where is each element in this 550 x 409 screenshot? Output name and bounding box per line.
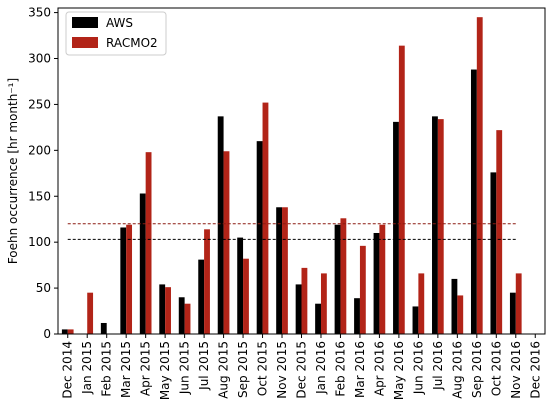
x-tick-label: Dec 2014 <box>61 341 75 399</box>
bar-aws-11 <box>276 207 283 334</box>
x-tick-label: May 2015 <box>158 341 172 400</box>
bar-racmo2-12 <box>301 267 308 334</box>
bar-aws-3 <box>120 227 127 334</box>
x-tick-label: Mar 2016 <box>353 341 367 398</box>
bar-aws-23 <box>509 292 516 334</box>
x-tick-label: Jul 2015 <box>197 341 211 391</box>
x-tick-label: Aug 2015 <box>217 341 231 399</box>
bar-racmo2-11 <box>282 207 288 334</box>
y-axis: 0 50 100 150 200 250 300 350 <box>28 6 58 341</box>
x-axis: Dec 2014 Jan 2015 Feb 2015 Mar 2015 Apr 2015… <box>61 334 542 400</box>
bar-aws-13 <box>315 303 321 334</box>
bar-aws-17 <box>393 121 399 335</box>
bar-aws-21 <box>470 69 477 334</box>
bar-aws-14 <box>334 224 341 334</box>
y-tick-label: 50 <box>36 281 51 295</box>
bar-racmo2-13 <box>320 273 327 334</box>
x-tick-label: Feb 2016 <box>333 341 347 397</box>
bar-racmo2-22 <box>496 130 503 334</box>
bar-racmo2-23 <box>515 273 522 334</box>
y-tick-label: 250 <box>28 97 51 111</box>
bar-aws-18 <box>412 306 419 334</box>
x-tick-label: Sep 2015 <box>236 341 250 398</box>
bar-aws-5 <box>159 284 166 334</box>
bar-racmo2-18 <box>418 273 425 334</box>
legend: AWS RACMO2 <box>65 11 167 56</box>
bar-aws-2 <box>100 322 107 334</box>
bar-racmo2-21 <box>476 17 483 335</box>
bar-racmo2-3 <box>126 224 133 334</box>
y-tick-label: 200 <box>28 143 51 157</box>
reference-lines-layer <box>67 223 516 240</box>
legend-swatch-aws <box>72 17 98 28</box>
bar-racmo2-9 <box>243 258 249 334</box>
x-tick-label: Apr 2015 <box>139 341 153 396</box>
x-tick-label: Jan 2015 <box>80 341 94 395</box>
bar-aws-8 <box>217 116 224 334</box>
y-tick-label: 100 <box>28 235 51 249</box>
x-tick-label: Apr 2016 <box>372 341 386 396</box>
x-tick-label: Dec 2015 <box>295 341 309 399</box>
x-tick-label: Dec 2016 <box>528 341 542 399</box>
y-tick-label: 300 <box>28 52 51 66</box>
bar-aws-15 <box>354 298 360 334</box>
bar-racmo2-1 <box>87 292 94 334</box>
bar-aws-4 <box>139 193 146 334</box>
bar-aws-10 <box>256 141 263 334</box>
x-tick-label: Jan 2016 <box>314 341 328 395</box>
x-tick-label: Aug 2016 <box>450 341 464 399</box>
bar-aws-19 <box>432 116 438 334</box>
x-tick-label: May 2016 <box>392 341 406 400</box>
bar-aws-12 <box>295 284 302 334</box>
x-tick-label: Oct 2016 <box>489 341 503 396</box>
bar-racmo2-8 <box>223 151 230 334</box>
bar-aws-7 <box>198 259 205 334</box>
x-tick-label: Oct 2015 <box>256 341 270 396</box>
bar-racmo2-7 <box>204 229 210 334</box>
bar-aws-22 <box>490 172 497 334</box>
bar-racmo2-15 <box>359 245 366 334</box>
y-tick-label: 150 <box>28 189 51 203</box>
x-tick-label: Jul 2016 <box>431 341 445 391</box>
x-tick-label: Sep 2016 <box>470 341 484 398</box>
x-tick-label: Jun 2015 <box>178 341 192 395</box>
bar-racmo2-19 <box>437 119 444 335</box>
x-tick-label: Nov 2015 <box>275 341 289 399</box>
bar-racmo2-0 <box>67 329 74 334</box>
bar-racmo2-14 <box>340 218 347 334</box>
bar-aws-6 <box>178 297 185 334</box>
bar-racmo2-5 <box>165 287 171 334</box>
bar-racmo2-6 <box>184 303 191 334</box>
legend-label-aws: AWS <box>106 16 133 30</box>
x-tick-label: Nov 2016 <box>509 341 523 399</box>
bar-aws-16 <box>373 232 380 334</box>
legend-label-racmo2: RACMO2 <box>106 36 158 50</box>
bar-racmo2-16 <box>379 224 386 334</box>
bar-racmo2-20 <box>457 295 464 334</box>
bar-aws-0 <box>61 329 68 334</box>
bar-aws-9 <box>237 237 244 334</box>
y-axis-label: Foehn occurrence [hr month⁻¹] <box>6 78 20 264</box>
bar-racmo2-4 <box>145 152 152 334</box>
x-tick-label: Jun 2016 <box>411 341 425 395</box>
bar-racmo2-17 <box>398 45 405 335</box>
bars-layer <box>61 17 522 335</box>
x-tick-label: Mar 2015 <box>119 341 133 398</box>
y-tick-label: 0 <box>43 327 51 341</box>
legend-swatch-racmo2 <box>72 37 98 48</box>
bar-aws-20 <box>451 278 458 334</box>
bar-racmo2-10 <box>262 102 269 334</box>
y-tick-label: 350 <box>28 6 51 20</box>
x-tick-label: Feb 2015 <box>100 341 114 397</box>
